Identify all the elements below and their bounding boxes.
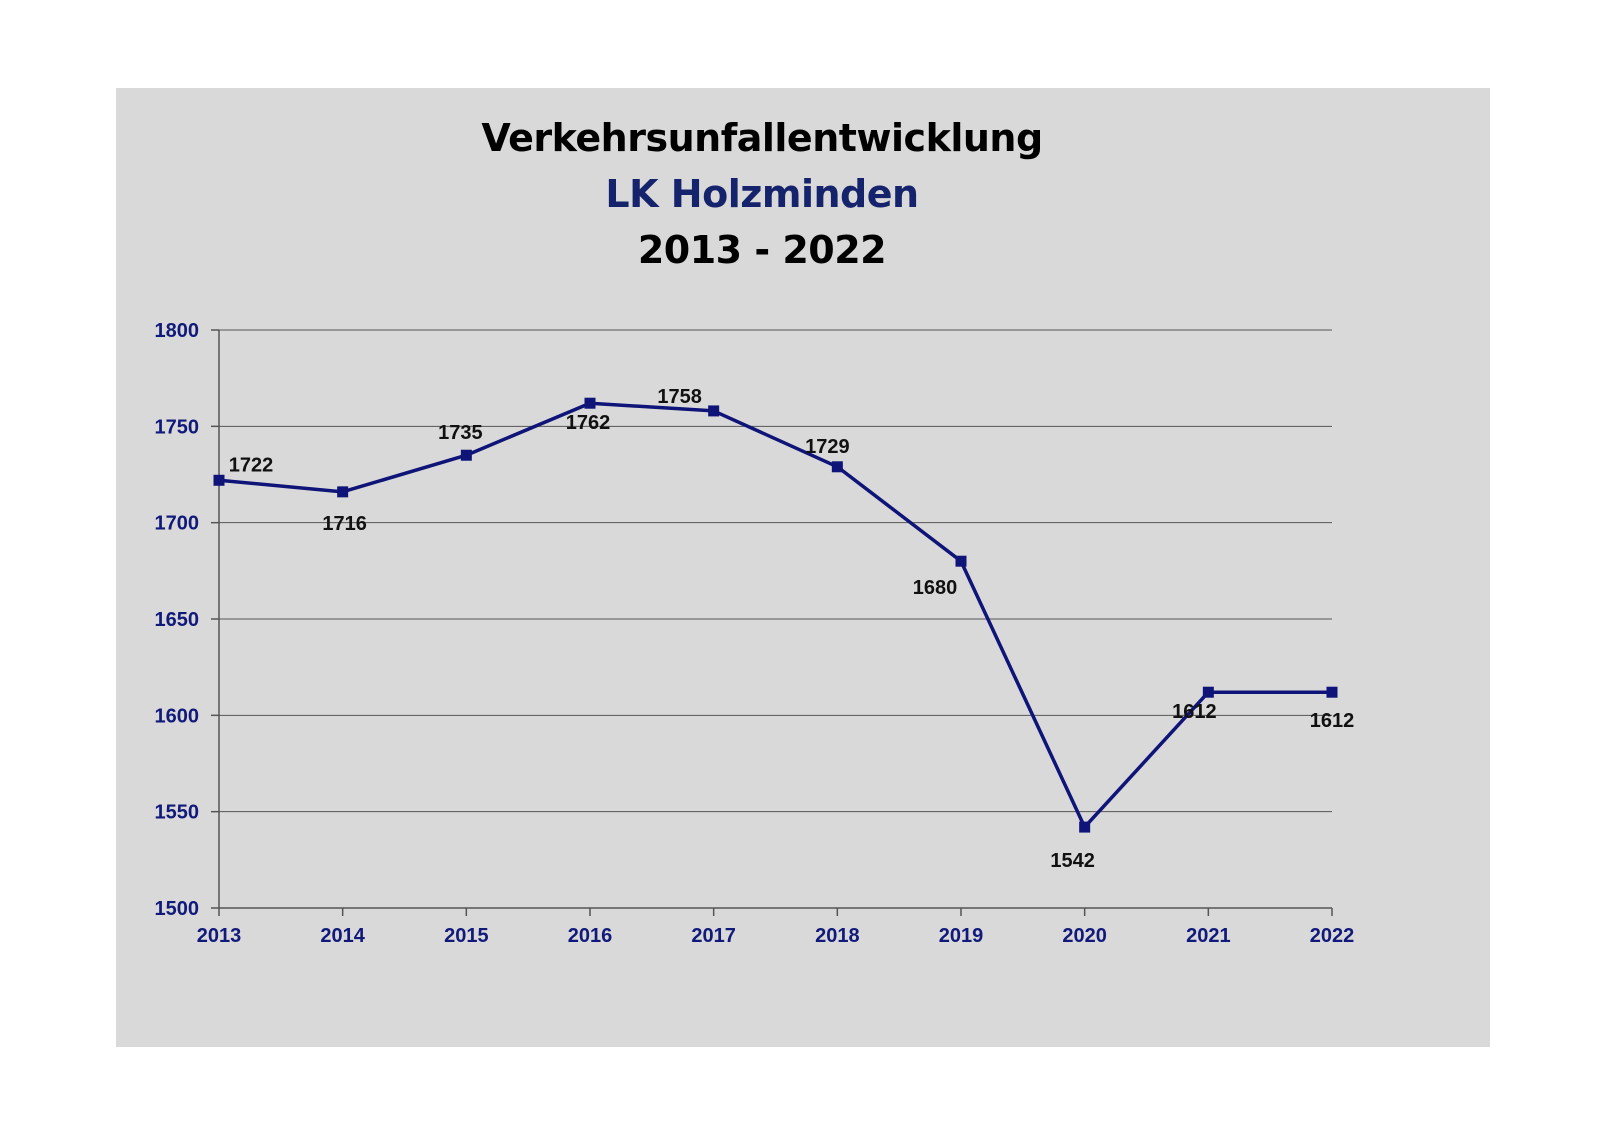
series-line: [218, 401, 1332, 829]
gridlines: [219, 329, 1332, 813]
data-label: 1735: [438, 422, 483, 444]
data-label: 1762: [566, 412, 611, 434]
data-label: 1680: [913, 577, 958, 599]
data-point-marker: [1202, 686, 1214, 698]
x-tick-label: 2020: [1062, 925, 1107, 947]
data-point-marker: [708, 405, 720, 417]
x-tick-label: 2022: [1310, 925, 1355, 947]
chart-subtitle-period: 2013 - 2022: [637, 228, 887, 272]
data-label: 1722: [229, 454, 274, 476]
data-point-marker: [831, 461, 843, 473]
data-point-marker: [1079, 821, 1091, 833]
data-label: 1542: [1050, 850, 1095, 872]
chart-subtitle-region: LK Holzminden: [605, 172, 919, 216]
data-point-marker: [337, 486, 349, 498]
y-tick-label: 1700: [155, 513, 200, 535]
data-point-marker: [1326, 686, 1338, 698]
data-markers: [213, 397, 1338, 833]
y-tick-label: 1800: [155, 320, 200, 342]
data-label: 1716: [322, 513, 367, 535]
x-tick-label: 2018: [815, 925, 860, 947]
y-tick-label: 1500: [155, 898, 200, 920]
data-label: 1612: [1172, 701, 1217, 723]
data-point-marker: [213, 474, 225, 486]
y-tick-label: 1550: [155, 802, 200, 824]
x-tick-label: 2019: [939, 925, 984, 947]
data-point-marker: [955, 555, 967, 567]
chart-title: Verkehrsunfallentwicklung: [481, 116, 1043, 160]
data-point-marker: [584, 397, 596, 409]
x-tick-label: 2014: [320, 925, 365, 947]
data-label: 1758: [657, 386, 702, 408]
y-axis-tick-labels: 1500 1550 1600 1650 1700 1750 1800: [155, 320, 200, 920]
y-tick-label: 1750: [155, 416, 200, 438]
x-axis-tick-labels: 2013 2014 2015 2016 2017 2018 2019 2020 2021 2022: [197, 925, 1355, 947]
x-tick-label: 2017: [691, 925, 736, 947]
x-tick-label: 2013: [197, 925, 242, 947]
x-tick-label: 2021: [1186, 925, 1231, 947]
chart-panel: [116, 88, 1490, 1047]
series-line-group: [218, 401, 1332, 829]
y-tick-label: 1650: [155, 609, 200, 631]
y-tick-label: 1600: [155, 705, 200, 727]
data-labels: 1722 1716 1735 1762 1758 1729 1680 1542 1612 1612: [229, 386, 1355, 872]
x-tick-label: 2015: [444, 925, 489, 947]
data-label: 1729: [805, 436, 850, 458]
data-label: 1612: [1310, 710, 1355, 732]
x-tick-label: 2016: [568, 925, 613, 947]
axes: [211, 329, 1333, 916]
data-point-marker: [460, 449, 472, 461]
